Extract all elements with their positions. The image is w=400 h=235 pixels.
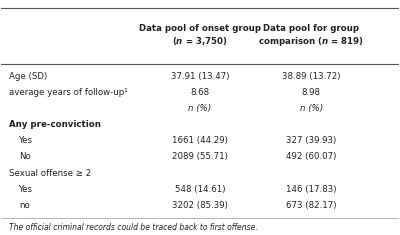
Text: no: no: [19, 201, 30, 210]
Text: 38.89 (13.72): 38.89 (13.72): [282, 72, 340, 81]
Text: n (%): n (%): [188, 104, 212, 113]
Text: 327 (39.93): 327 (39.93): [286, 136, 336, 145]
Text: 3202 (85.39): 3202 (85.39): [172, 201, 228, 210]
Text: 2089 (55.71): 2089 (55.71): [172, 153, 228, 161]
Text: Data pool of onset group
($\bfit{n}$ = 3,750): Data pool of onset group ($\bfit{n}$ = 3…: [139, 24, 261, 47]
Text: Any pre-conviction: Any pre-conviction: [9, 120, 101, 129]
Text: 1661 (44.29): 1661 (44.29): [172, 136, 228, 145]
Text: 548 (14.61): 548 (14.61): [175, 185, 225, 194]
Text: 8.98: 8.98: [302, 88, 321, 97]
Text: Age (SD): Age (SD): [9, 72, 48, 81]
Text: n (%): n (%): [300, 104, 323, 113]
Text: Yes: Yes: [19, 136, 33, 145]
Text: Yes: Yes: [19, 185, 33, 194]
Text: The official criminal records could be traced back to first offense.: The official criminal records could be t…: [9, 223, 258, 232]
Text: Sexual offense ≥ 2: Sexual offense ≥ 2: [9, 168, 92, 178]
Text: 8.68: 8.68: [190, 88, 210, 97]
Text: 37.91 (13.47): 37.91 (13.47): [171, 72, 229, 81]
Text: average years of follow-up¹: average years of follow-up¹: [9, 88, 128, 97]
Text: Data pool for group
comparison ($\bfit{n}$ = 819): Data pool for group comparison ($\bfit{n…: [258, 24, 364, 48]
Text: 146 (17.83): 146 (17.83): [286, 185, 336, 194]
Text: No: No: [19, 153, 31, 161]
Text: 673 (82.17): 673 (82.17): [286, 201, 336, 210]
Text: 492 (60.07): 492 (60.07): [286, 153, 336, 161]
